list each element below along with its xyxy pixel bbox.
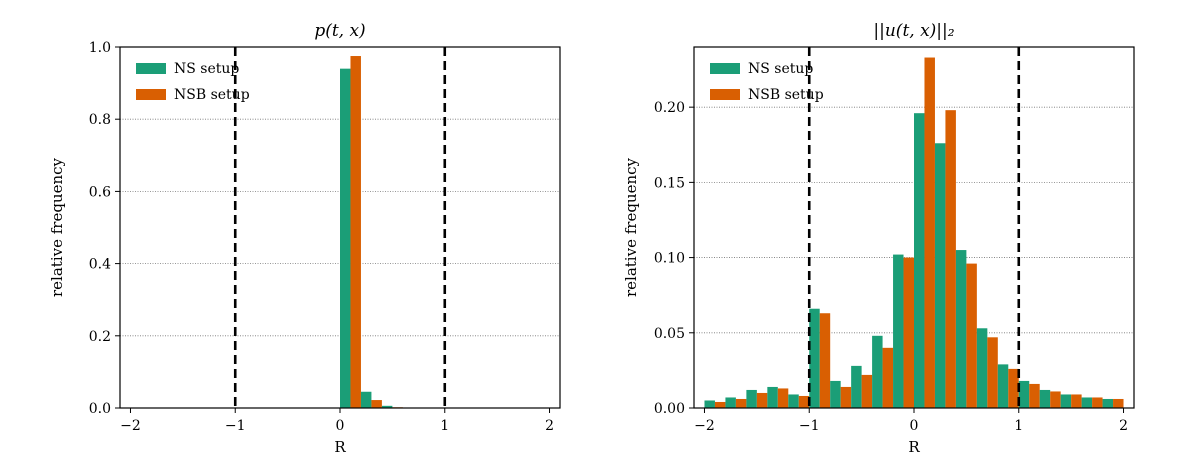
bar-ns-setup bbox=[746, 389, 757, 408]
bar-nsb-setup bbox=[924, 57, 935, 408]
bar-ns-setup bbox=[381, 405, 393, 408]
x-tick-label: −2 bbox=[120, 418, 141, 434]
bar-nsb-setup bbox=[371, 400, 382, 408]
bar-nsb-setup bbox=[735, 398, 747, 408]
y-tick-label: 0.15 bbox=[654, 175, 685, 191]
y-tick-label: 0.0 bbox=[89, 401, 111, 417]
bar-ns-setup bbox=[997, 364, 1009, 408]
bar-ns-setup bbox=[1018, 380, 1030, 408]
y-tick-label: 0.6 bbox=[89, 184, 111, 200]
bar-nsb-setup bbox=[945, 110, 956, 409]
bar-ns-setup bbox=[830, 380, 841, 408]
bar-nsb-setup bbox=[819, 313, 831, 408]
bar-ns-setup bbox=[914, 113, 925, 408]
x-tick-label: −2 bbox=[694, 418, 715, 434]
legend-swatch bbox=[710, 63, 740, 74]
x-tick-label: 2 bbox=[545, 418, 554, 434]
chart-title: ||u(t, x)||₂ bbox=[873, 21, 954, 41]
bar-nsb-setup bbox=[1113, 398, 1124, 408]
x-tick-label: 2 bbox=[1119, 418, 1128, 434]
bar-nsb-setup bbox=[987, 337, 998, 408]
bar-ns-setup bbox=[704, 400, 715, 408]
bar-nsb-setup bbox=[1050, 391, 1061, 408]
x-tick-label: 1 bbox=[440, 418, 449, 434]
y-axis-label: relative frequency bbox=[622, 157, 640, 297]
legend-swatch bbox=[710, 89, 740, 100]
bar-nsb-setup bbox=[966, 263, 977, 408]
legend-label: NSB setup bbox=[748, 87, 824, 103]
bar-ns-setup bbox=[893, 254, 904, 408]
bar-ns-setup bbox=[872, 335, 883, 408]
bar-nsb-setup bbox=[1008, 368, 1019, 408]
bar-ns-setup bbox=[851, 365, 862, 408]
y-tick-label: 0.00 bbox=[654, 401, 685, 417]
x-tick-label: −1 bbox=[799, 418, 820, 434]
bar-ns-setup bbox=[725, 397, 736, 408]
x-axis-label: R bbox=[908, 438, 920, 456]
y-tick-label: 0.8 bbox=[89, 112, 111, 128]
bar-ns-setup bbox=[767, 386, 778, 408]
bar-nsb-setup bbox=[882, 347, 894, 408]
bar-ns-setup bbox=[1039, 389, 1051, 408]
bar-nsb-setup bbox=[350, 56, 361, 409]
bar-ns-setup bbox=[976, 328, 988, 408]
bar-nsb-setup bbox=[903, 257, 914, 408]
bar-ns-setup bbox=[955, 250, 967, 408]
y-tick-label: 1.0 bbox=[89, 40, 111, 56]
bar-nsb-setup bbox=[1071, 394, 1082, 408]
y-tick-label: 0.20 bbox=[654, 100, 685, 116]
y-tick-label: 0.10 bbox=[654, 251, 685, 267]
bar-nsb-setup bbox=[798, 395, 810, 408]
x-axis-label: R bbox=[334, 438, 346, 456]
bar-ns-setup bbox=[809, 308, 820, 408]
legend-swatch bbox=[136, 63, 166, 74]
y-axis-label: relative frequency bbox=[48, 157, 66, 297]
y-tick-label: 0.4 bbox=[89, 257, 111, 273]
bar-ns-setup bbox=[360, 391, 372, 408]
y-tick-label: 0.05 bbox=[654, 326, 685, 342]
legend-swatch bbox=[136, 89, 166, 100]
bar-ns-setup bbox=[788, 394, 799, 408]
bar-ns-setup bbox=[1081, 397, 1093, 408]
bar-ns-setup bbox=[1102, 398, 1114, 408]
bar-nsb-setup bbox=[840, 386, 852, 408]
bar-nsb-setup bbox=[756, 392, 768, 408]
bar-ns-setup bbox=[934, 143, 946, 408]
x-tick-label: 1 bbox=[1014, 418, 1023, 434]
x-tick-label: −1 bbox=[225, 418, 246, 434]
bar-nsb-setup bbox=[1029, 383, 1040, 408]
bar-nsb-setup bbox=[777, 388, 789, 408]
legend-label: NS setup bbox=[748, 61, 813, 77]
x-tick-label: 0 bbox=[336, 418, 345, 434]
chart-title: p(t, x) bbox=[314, 21, 365, 41]
bar-nsb-setup bbox=[861, 374, 873, 408]
bar-nsb-setup bbox=[1092, 397, 1103, 408]
y-tick-label: 0.2 bbox=[89, 329, 111, 345]
bar-ns-setup bbox=[1060, 394, 1072, 408]
legend-label: NS setup bbox=[174, 61, 239, 77]
bar-nsb-setup bbox=[714, 401, 726, 408]
bar-ns-setup bbox=[340, 68, 351, 408]
legend-label: NSB setup bbox=[174, 87, 250, 103]
x-tick-label: 0 bbox=[910, 418, 919, 434]
